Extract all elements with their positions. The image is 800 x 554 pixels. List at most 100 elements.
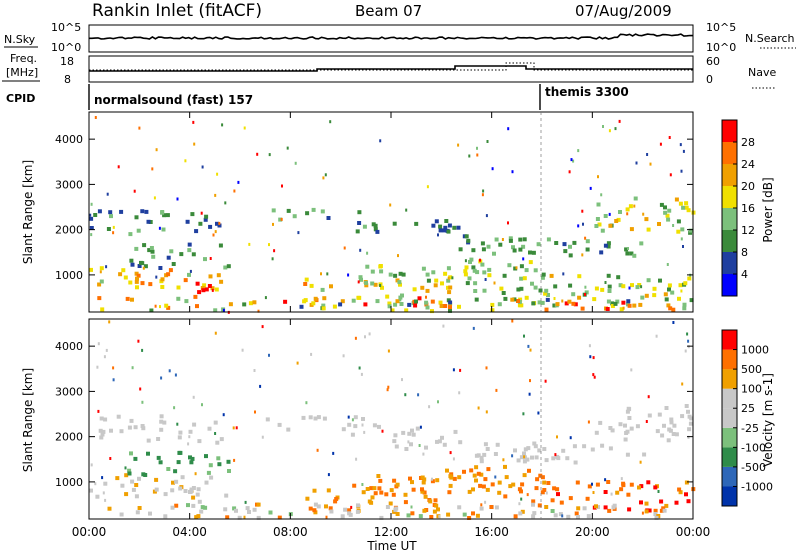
echo-cell [544,379,547,383]
echo-cell [268,153,271,157]
echo-cell [519,264,524,269]
echo-cell [400,293,404,298]
colorbar-tick-label: 16 [741,202,755,215]
echo-cell [632,253,637,258]
echo-cell [504,475,509,480]
echo-cell [204,454,208,459]
colorbar-segment [722,230,737,252]
echo-cell [471,511,475,516]
echo-cell [452,225,457,230]
echo-cell [628,204,633,209]
echo-cell [119,512,124,517]
echo-cell [215,440,220,445]
echo-cell [603,490,608,494]
echo-cell [478,483,483,488]
echo-cell [168,268,173,273]
echo-cell [404,393,407,397]
echo-cell [109,214,113,219]
echo-cell [148,511,152,516]
echo-cell [469,468,474,473]
echo-cell [610,301,615,306]
echo-cell [653,485,658,490]
echo-cell [593,375,596,379]
echo-cell [644,509,649,514]
colorbar-tick-label: 25 [741,402,755,415]
echo-cell [674,432,679,437]
echo-cell [310,352,313,356]
echo-cell [410,505,413,509]
echo-cell [224,493,229,498]
nsearch-tick-bottom: 10^0 [706,41,736,54]
echo-cell [590,447,595,452]
echo-cell [211,288,214,292]
echo-cell [582,506,587,511]
echo-cell [363,302,368,307]
echo-cell [448,474,453,479]
echo-cell [597,175,599,179]
echo-cell [629,482,634,487]
colorbar-tick-label: 28 [741,136,755,149]
echo-cell [407,302,412,307]
echo-cell [637,485,641,490]
echo-cell [446,278,451,283]
echo-cell [508,236,513,241]
echo-cell [545,297,550,302]
echo-cell [353,424,358,429]
echo-cell [422,508,427,513]
echo-cell [129,258,134,263]
echo-cell [372,423,377,428]
echo-cell [195,304,199,309]
echo-cell [280,217,283,221]
echo-cell [430,309,434,314]
echo-cell [672,224,675,227]
echo-cell [185,219,190,224]
echo-cell [106,227,111,231]
echo-cell [684,349,687,353]
echo-cell [647,395,650,399]
echo-cell [471,487,475,492]
echo-cell [513,448,517,453]
echo-cell [135,285,139,290]
echo-cell [533,444,538,449]
echo-cell [194,229,199,234]
echo-cell [166,272,171,277]
echo-cell [659,202,664,207]
echo-cell [176,296,181,301]
echo-cell [425,295,427,299]
echo-cell [464,234,469,239]
echo-cell [173,406,176,410]
echo-cell [196,487,201,492]
colorbar-segment [722,447,737,467]
echo-cell [684,404,689,408]
echo-cell [529,348,532,352]
echo-cell [667,427,672,432]
echo-cell [186,503,190,508]
echo-cell [271,257,274,261]
echo-cell [519,455,524,460]
nsky-tick-bottom: 10^0 [51,41,81,54]
echo-cell [424,445,428,450]
echo-cell [392,478,397,483]
echo-cell [554,241,559,245]
echo-cell [576,506,581,511]
echo-cell [475,270,480,275]
echo-cell [202,283,207,288]
echo-cell [517,487,522,492]
echo-cell [452,476,457,481]
echo-cell [252,300,257,305]
echo-cell [638,302,643,307]
echo-cell [174,503,179,508]
echo-cell [143,264,148,269]
echo-cell [154,477,159,482]
echo-cell [571,301,576,306]
echo-cell [369,486,374,491]
echo-cell [679,143,682,147]
echo-cell [364,283,369,288]
freq-tick-bottom: 8 [64,73,71,86]
freq-unit: [MHz] [6,66,38,79]
echo-cell [495,388,498,392]
echo-cell [90,463,93,467]
echo-cell [577,274,582,279]
echo-cell [213,420,218,425]
echo-cell [316,415,321,420]
